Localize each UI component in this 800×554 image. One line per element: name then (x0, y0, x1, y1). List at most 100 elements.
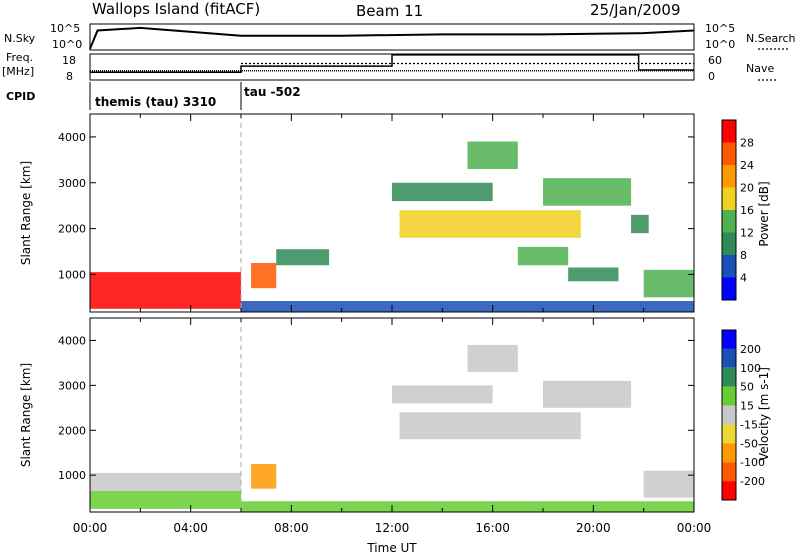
velocity-colorbar-label-5: -50 (740, 437, 758, 450)
nave-tick-top: 60 (708, 54, 722, 67)
power-ytick-label-0: 1000 (58, 268, 86, 281)
nave-label: Nave (746, 62, 774, 75)
power-region-10 (643, 269, 694, 298)
time-tick-label-2: 08:00 (274, 521, 309, 535)
power-colorbar-label-5: 24 (740, 159, 754, 172)
nsearch-tick-bottom: 10^0 (705, 38, 735, 51)
power-colorbar-swatch-7 (722, 277, 736, 300)
velocity-region-6 (543, 380, 632, 408)
velocity-region-7 (643, 470, 694, 498)
power-colorbar-label-1: 8 (740, 249, 747, 262)
freq-strip: Freq. [MHz] 18 8 60 0 Nave (2, 51, 776, 83)
velocity-colorbar-swatch-2 (722, 367, 736, 387)
power-colorbar-swatch-3 (722, 187, 736, 210)
power-region-5 (467, 141, 518, 169)
velocity-colorbar-title: Velocity [m s-1] (757, 367, 771, 461)
power-colorbar-swatch-5 (722, 232, 736, 255)
power-region-6 (543, 178, 632, 206)
power-colorbar-swatch-1 (722, 142, 736, 165)
freq-tick-bottom: 8 (66, 70, 73, 83)
power-region-11 (241, 301, 694, 312)
velocity-xticks: 00:00 04:00 08:00 12:00 16:00 20:00 00:00 (73, 318, 712, 535)
nave-line (90, 54, 694, 73)
nsky-strip: N.Sky 10^5 10^0 10^5 10^0 N.Search (4, 22, 796, 51)
nsearch-tick-top: 10^5 (705, 22, 735, 35)
velocity-colorbar-swatch-4 (722, 405, 736, 425)
power-colorbar-swatch-2 (722, 165, 736, 188)
nsearch-label: N.Search (746, 32, 796, 45)
date-title: 25/Jan/2009 (590, 1, 681, 19)
cpid-label: CPID (6, 90, 35, 103)
power-region-0 (90, 272, 241, 309)
freq-tick-top: 18 (62, 54, 76, 67)
power-region-4 (399, 210, 581, 238)
power-colorbar-swatch-0 (722, 120, 736, 143)
power-region-2 (276, 249, 330, 266)
power-ylabel: Slant Range [km] (19, 161, 33, 265)
station-title: Wallops Island (fitACF) (92, 0, 260, 18)
power-colorbar-label-4: 20 (740, 182, 754, 195)
velocity-region-2 (251, 463, 277, 489)
power-colorbar: 4 8 12 16 20 24 28 (721, 119, 754, 301)
power-region-7 (517, 246, 569, 266)
power-panel: Slant Range [km] 1000 2000 3000 4000 (19, 113, 695, 313)
velocity-colorbar-label-6: -100 (740, 456, 765, 469)
velocity-colorbar-swatch-0 (722, 330, 736, 349)
velocity-region-3 (392, 385, 493, 404)
velocity-colorbar-label-3: 15 (740, 400, 754, 413)
power-ytick-label-1: 2000 (58, 223, 86, 236)
power-ytick-label-2: 3000 (58, 177, 86, 190)
cpid-entry-themis: themis (tau) 3310 (95, 95, 216, 109)
velocity-colorbar-swatch-5 (722, 424, 736, 444)
velocity-ylabel: Slant Range [km] (19, 363, 33, 467)
power-colorbar-label-2: 12 (740, 227, 754, 240)
power-cells (90, 141, 694, 312)
time-tick-label-6: 00:00 (677, 521, 712, 535)
power-region-9 (631, 214, 649, 234)
freq-label-1: Freq. (6, 51, 33, 64)
power-region-1 (251, 262, 277, 289)
nsky-tick-bottom: 10^0 (52, 38, 82, 51)
power-colorbar-label-3: 16 (740, 204, 754, 217)
velocity-colorbar-swatch-8 (722, 481, 736, 500)
time-tick-label-3: 12:00 (375, 521, 410, 535)
time-tick-label-0: 00:00 (73, 521, 108, 535)
power-region-3 (392, 182, 493, 202)
velocity-colorbar-swatch-6 (722, 443, 736, 463)
beam-title: Beam 11 (356, 2, 423, 20)
power-colorbar-label-0: 4 (740, 272, 747, 285)
velocity-ytick-label-2: 3000 (58, 379, 86, 392)
nsky-tick-top: 10^5 (50, 22, 80, 35)
power-ytick-label-3: 4000 (58, 131, 86, 144)
power-colorbar-title: Power [dB] (757, 181, 771, 246)
cpid-entry-tau: tau -502 (244, 85, 301, 99)
power-xticks (89, 114, 695, 312)
velocity-colorbar-label-2: 50 (740, 381, 754, 394)
cpid-strip: CPID themis (tau) 3310 tau -502 (6, 82, 301, 110)
power-colorbar-label-6: 28 (740, 137, 754, 150)
velocity-colorbar-label-7: -200 (740, 475, 765, 488)
nave-tick-bottom: 0 (708, 70, 715, 83)
time-tick-label-1: 04:00 (173, 521, 208, 535)
velocity-colorbar-label-0: 200 (740, 343, 761, 356)
velocity-colorbar: 200 100 50 15 -15 -50 -100 -200 (721, 329, 765, 501)
power-yticks: 1000 2000 3000 4000 (58, 131, 694, 281)
time-tick-label-5: 20:00 (576, 521, 611, 535)
velocity-region-4 (399, 412, 581, 440)
time-axis-label: Time UT (366, 541, 417, 554)
velocity-colorbar-label-1: 100 (740, 362, 761, 375)
velocity-ytick-label-1: 2000 (58, 424, 86, 437)
velocity-colorbar-label-4: -15 (740, 418, 758, 431)
velocity-colorbar-swatch-3 (722, 386, 736, 406)
velocity-ytick-label-0: 1000 (58, 469, 86, 482)
velocity-region-0 (90, 472, 241, 491)
velocity-yticks: 1000 2000 3000 4000 (58, 334, 694, 482)
freq-label-2: [MHz] (2, 65, 34, 78)
power-colorbar-swatch-4 (722, 210, 736, 233)
velocity-region-5 (467, 344, 518, 372)
velocity-cells (90, 344, 694, 512)
velocity-ytick-label-3: 4000 (58, 334, 86, 347)
time-tick-label-4: 16:00 (475, 521, 510, 535)
nsky-line (89, 26, 695, 50)
